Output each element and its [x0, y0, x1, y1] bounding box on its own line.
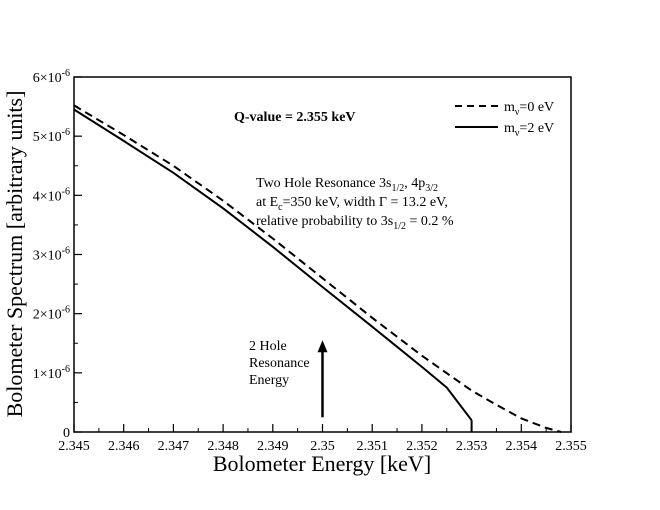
- arrow-label-line1: 2 Hole: [249, 339, 287, 354]
- y-tick-label: 1×10-6: [33, 364, 70, 382]
- y-tick-label: 0: [63, 426, 70, 441]
- legend-label-solid: mν=2 eV: [504, 121, 554, 139]
- resonance-annotation-line3: relative probability to 3s1/2 = 0.2 %: [256, 214, 454, 232]
- series-line-solid: [73, 108, 473, 421]
- x-tick-label: 2.346: [108, 439, 140, 454]
- resonance-arrow: [317, 340, 328, 418]
- qvalue-annotation: Q-value = 2.355 keV: [234, 110, 356, 125]
- axis-ticks: 2.345 2.346 2.347 2.348 2.349 2.35 2.351 2.352 2…: [33, 68, 587, 454]
- y-tick-label: 2×10-6: [33, 305, 70, 323]
- legend-label-dashed: mν=0 eV: [504, 100, 554, 118]
- x-tick-label: 2.354: [506, 439, 538, 454]
- x-tick-label: 2.349: [257, 439, 289, 454]
- x-tick-label: 2.353: [456, 439, 488, 454]
- x-tick-label: 2.347: [158, 439, 190, 454]
- legend: mν=0 eV mν=2 eV: [455, 100, 554, 139]
- y-tick-label: 4×10-6: [33, 186, 70, 204]
- x-tick-label: 2.355: [555, 439, 587, 454]
- resonance-annotation-line1: Two Hole Resonance 3s1/2, 4p3/2: [256, 176, 438, 194]
- arrow-label-line3: Energy: [249, 373, 289, 388]
- series-group: [73, 104, 562, 433]
- x-tick-label: 2.351: [356, 439, 388, 454]
- series-line-dashed: [73, 104, 562, 433]
- x-tick-label: 2.348: [207, 439, 239, 454]
- y-tick-label: 3×10-6: [33, 246, 70, 264]
- y-tick-label: 6×10-6: [33, 68, 70, 86]
- y-tick-label: 5×10-6: [33, 127, 70, 145]
- x-tick-label: 2.35: [310, 439, 335, 454]
- x-tick-label: 2.352: [406, 439, 438, 454]
- y-axis-title: Bolometer Spectrum [arbitrary units]: [2, 91, 27, 418]
- arrow-label-line2: Resonance: [249, 356, 310, 371]
- resonance-annotation-line2: at Ec=350 keV, width Γ = 13.2 eV,: [256, 195, 448, 213]
- x-tick-label: 2.345: [58, 439, 90, 454]
- arrow-head: [317, 340, 328, 353]
- x-axis-title: Bolometer Energy [keV]: [213, 451, 431, 476]
